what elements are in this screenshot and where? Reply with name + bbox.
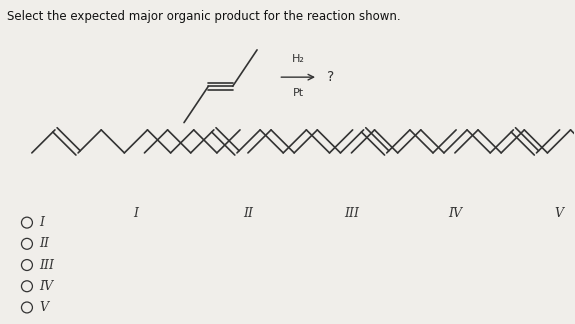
Text: V: V	[554, 207, 564, 220]
Text: II: II	[39, 237, 49, 250]
Text: I: I	[39, 216, 44, 229]
Text: IV: IV	[448, 207, 462, 220]
Text: Pt: Pt	[293, 88, 304, 98]
Text: I: I	[133, 207, 139, 220]
Text: II: II	[244, 207, 254, 220]
Text: ?: ?	[327, 70, 334, 84]
Text: III: III	[344, 207, 359, 220]
Text: V: V	[39, 301, 48, 314]
Text: IV: IV	[39, 280, 53, 293]
Text: III: III	[39, 259, 54, 272]
Text: Select the expected major organic product for the reaction shown.: Select the expected major organic produc…	[7, 10, 401, 23]
Text: H₂: H₂	[292, 54, 305, 64]
